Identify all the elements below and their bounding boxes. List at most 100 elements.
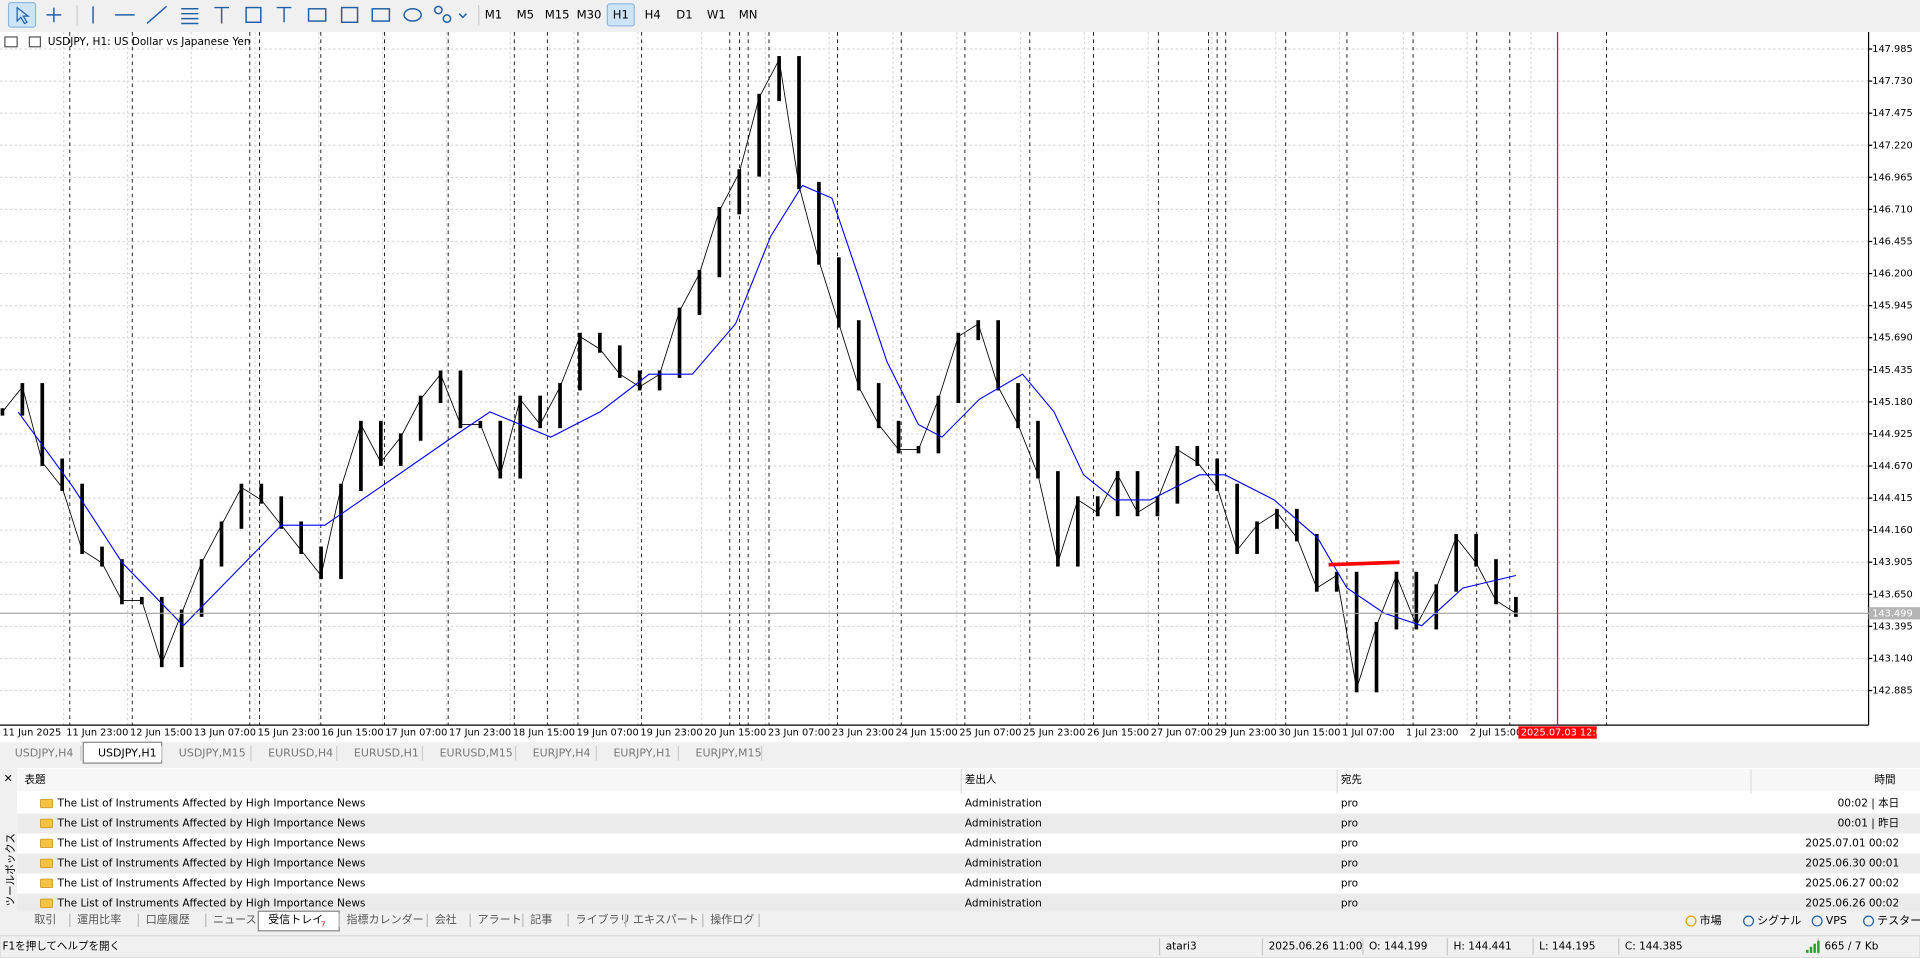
y-tick-label: 146.965 xyxy=(1872,172,1912,183)
column-header: 宛先 xyxy=(1341,773,1363,786)
y-tick-label: 144.415 xyxy=(1872,493,1912,504)
x-tick-label: 11 Jun 23:00 xyxy=(66,727,128,738)
toolbox-tab[interactable]: 会社 xyxy=(435,912,457,926)
timeframe-button[interactable]: M1 xyxy=(485,7,502,21)
status-close: C: 144.385 xyxy=(1625,941,1683,953)
candle xyxy=(1075,496,1080,567)
x-tick-label: 17 Jun 07:00 xyxy=(385,727,447,738)
chart-tab[interactable]: EURUSD,H1 xyxy=(354,746,419,759)
mail-icon xyxy=(40,818,54,829)
toolbox-tab[interactable]: ライブラリ xyxy=(576,912,631,926)
timeframe-button[interactable]: H4 xyxy=(645,7,661,21)
table-row[interactable]: The List of Instruments Affected by High… xyxy=(17,813,1920,834)
chart-tab[interactable]: EURJPY,M15 xyxy=(696,746,762,759)
candle xyxy=(219,521,224,567)
timeframe-button[interactable]: D1 xyxy=(676,7,692,21)
chart-tab[interactable]: EURUSD,M15 xyxy=(440,746,513,759)
candle xyxy=(837,257,841,328)
x-tick-label: 11 Jun 2025 xyxy=(2,727,61,738)
candle xyxy=(140,596,144,605)
status-high: H: 144.441 xyxy=(1453,941,1511,953)
candle xyxy=(120,559,124,605)
x-tick-label: 20 Jun 15:00 xyxy=(704,727,766,738)
table-row[interactable]: The List of Instruments Affected by High… xyxy=(17,893,1920,914)
candle xyxy=(1474,534,1478,567)
candle xyxy=(1175,445,1180,504)
chart-tab[interactable]: EURJPY,H1 xyxy=(613,746,671,759)
chart-title: USDJPY, H1: US Dollar vs Japanese Yen xyxy=(48,36,251,48)
signal-line xyxy=(1328,560,1400,567)
row-time: 2025.07.01 00:02 xyxy=(1805,838,1899,850)
candle xyxy=(100,546,104,567)
table-row[interactable]: The List of Instruments Affected by High… xyxy=(17,833,1920,854)
candle xyxy=(1115,471,1120,517)
drawing-tools[interactable] xyxy=(46,5,468,25)
candle xyxy=(478,420,483,429)
cursor-tool[interactable] xyxy=(7,2,37,28)
x-tick-label: 1 Jul 23:00 xyxy=(1406,727,1458,738)
x-tick-label: 12 Jun 15:00 xyxy=(130,727,192,738)
row-subject: The List of Instruments Affected by High… xyxy=(57,838,366,850)
toolbox-tab[interactable]: 取引 xyxy=(34,912,56,926)
toolbox-tab[interactable]: 操作ログ xyxy=(710,912,754,926)
toolbox-tab[interactable]: 受信トレイ xyxy=(268,913,323,926)
candle xyxy=(339,483,343,580)
chart-tab[interactable]: USDJPY,H1 xyxy=(98,746,157,759)
candle xyxy=(1494,559,1498,605)
x-tick-label: 29 Jun 23:00 xyxy=(1215,727,1277,738)
table-row[interactable]: The List of Instruments Affected by High… xyxy=(17,873,1920,894)
toolbox-tab[interactable]: 口座履歴 xyxy=(146,912,190,926)
toolbox-tabs xyxy=(17,911,1920,934)
candle xyxy=(1295,508,1299,542)
status-help: F1を押してヘルプを開く xyxy=(2,940,120,953)
candle xyxy=(279,496,284,529)
timeframe-button[interactable]: MN xyxy=(739,7,758,21)
candle xyxy=(60,458,65,492)
candle xyxy=(378,420,383,466)
candle xyxy=(817,181,821,265)
mail-icon xyxy=(40,878,54,888)
y-tick-label: 144.925 xyxy=(1872,429,1912,440)
candle xyxy=(1434,584,1439,630)
row-subject: The List of Instruments Affected by High… xyxy=(57,798,366,810)
candle xyxy=(1016,383,1020,429)
chart-tab[interactable]: EURJPY,H4 xyxy=(533,746,591,759)
candle xyxy=(717,206,722,278)
toolbox-right-tab[interactable]: VPS xyxy=(1826,914,1847,927)
toolbox-tab[interactable]: ニュース xyxy=(213,913,257,926)
toolbox-tab[interactable]: アラート xyxy=(478,913,522,926)
close-button[interactable]: ✕ xyxy=(4,772,13,785)
table-row[interactable]: The List of Instruments Affected by High… xyxy=(17,793,1920,814)
timeframe-button[interactable]: M30 xyxy=(577,7,602,21)
candle xyxy=(1036,420,1040,479)
row-sender: Administration xyxy=(965,798,1042,810)
candle xyxy=(1334,571,1339,592)
candle xyxy=(1374,622,1379,693)
candle xyxy=(976,320,981,341)
toolbox-right-tab[interactable]: テスター xyxy=(1877,914,1920,927)
chart-tab[interactable]: USDJPY,H4 xyxy=(15,746,74,759)
chart-tab[interactable]: USDJPY,M15 xyxy=(179,746,246,759)
toolbox-right-tab[interactable]: 市場 xyxy=(1700,913,1722,927)
chart-tab[interactable]: EURUSD,H4 xyxy=(268,746,333,759)
y-tick-label: 147.985 xyxy=(1872,44,1912,55)
candle xyxy=(1394,571,1399,630)
toolbox-tab[interactable]: 指標カレンダー xyxy=(347,912,424,926)
timeframe-active xyxy=(606,3,635,27)
toolbox-tab[interactable]: 記事 xyxy=(530,912,552,926)
toolbox-tab[interactable]: 運用比率 xyxy=(77,912,121,926)
row-recipient: pro xyxy=(1341,838,1358,850)
table-row[interactable]: The List of Instruments Affected by High… xyxy=(17,853,1920,874)
toolbox-right-tab[interactable]: シグナル xyxy=(1757,913,1801,927)
timeframe-button[interactable]: M15 xyxy=(545,7,570,21)
candle xyxy=(0,408,5,416)
timeframe-button[interactable]: H1 xyxy=(613,7,629,21)
current-price-box xyxy=(1868,607,1920,620)
candle xyxy=(1095,496,1100,517)
candle xyxy=(637,370,642,391)
timeframe-button[interactable]: M5 xyxy=(517,7,534,21)
chart-tab-group: USDJPY,H4 USDJPY,H1 USDJPY,M15 EURUSD,H4 EUR… xyxy=(15,741,763,764)
timeframe-button[interactable]: W1 xyxy=(707,7,726,21)
toolbox-tab[interactable]: エキスパート xyxy=(633,913,699,926)
toolbox-strip xyxy=(0,767,18,937)
